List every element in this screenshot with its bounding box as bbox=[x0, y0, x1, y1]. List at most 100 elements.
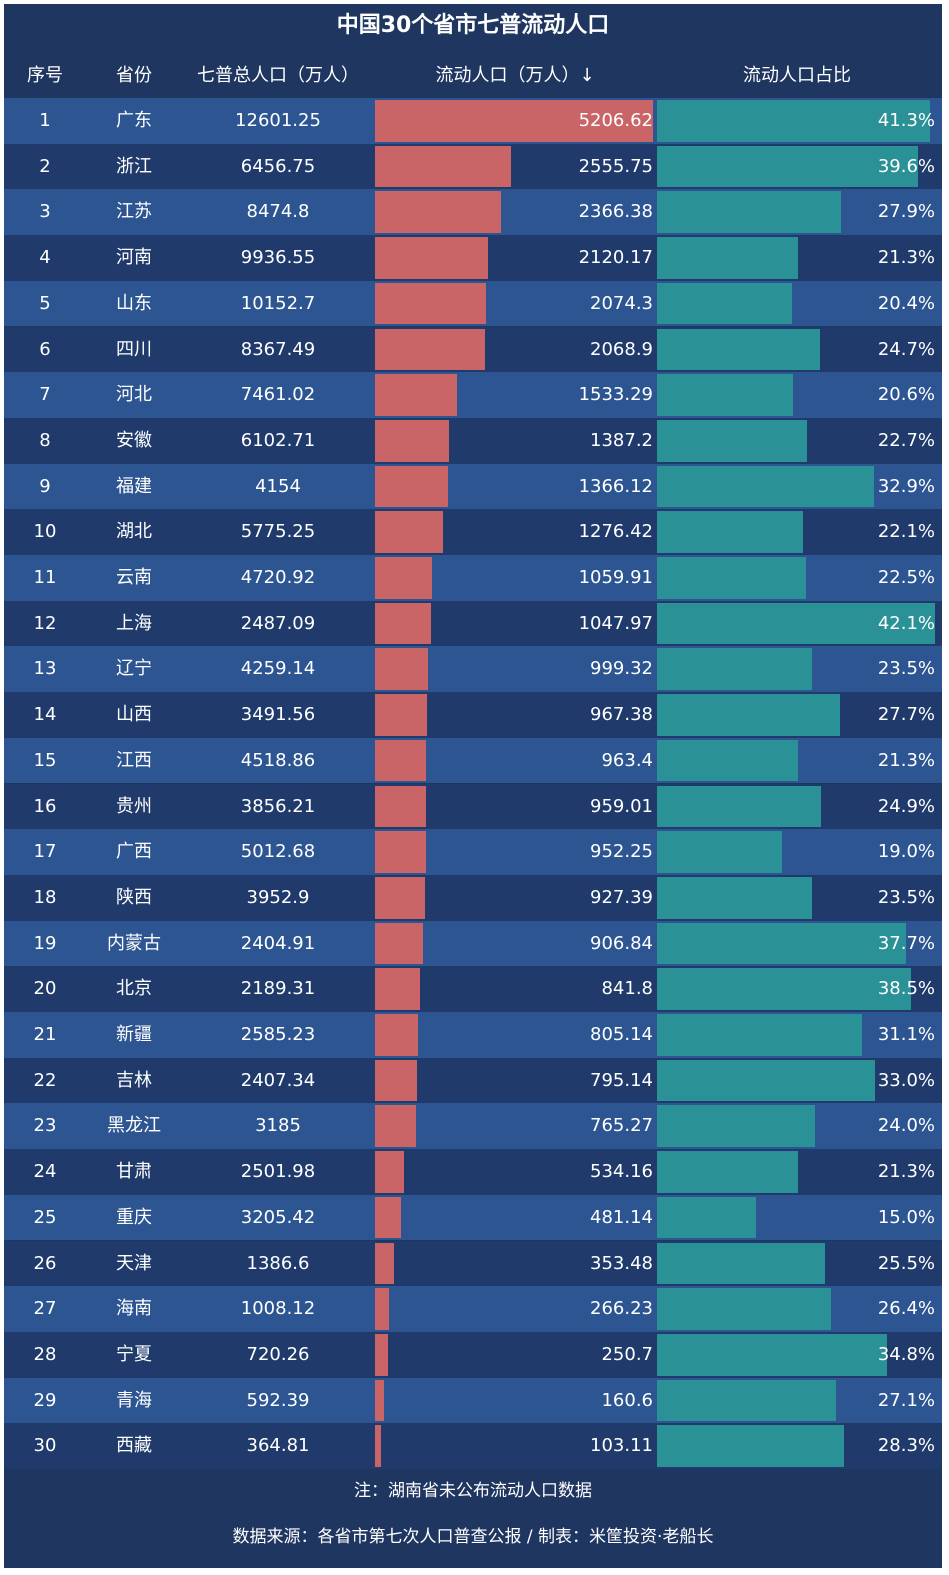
header-total-population: 七普总人口（万人） bbox=[197, 65, 359, 86]
total-population-cell: 2585.23 bbox=[240, 1024, 316, 1045]
floating-share-bar bbox=[657, 876, 813, 919]
floating-share-bar bbox=[657, 100, 930, 142]
chart-title: 中国30个省市七普流动人口 bbox=[336, 13, 610, 38]
total-population-cell: 592.39 bbox=[246, 1389, 310, 1411]
total-population-cell: 2487.09 bbox=[240, 612, 316, 634]
floating-population-label: 2074.3 bbox=[590, 292, 653, 314]
floating-share-bar bbox=[657, 1151, 798, 1193]
province-cell: 河北 bbox=[116, 384, 152, 406]
floating-share-label: 27.1% bbox=[877, 1389, 935, 1411]
floating-share-bar bbox=[657, 602, 935, 645]
floating-share-label: 32.9% bbox=[877, 475, 935, 497]
table-row: 29 青海 592.39 160.6 27.1% bbox=[4, 1377, 942, 1424]
header-floating-population[interactable]: 流动人口（万人）↓ bbox=[435, 65, 595, 86]
floating-share-bar bbox=[657, 1242, 826, 1285]
footnote: 注：湖南省未公布流动人口数据 bbox=[354, 1481, 592, 1501]
floating-share-bar bbox=[657, 694, 840, 736]
floating-population-bar bbox=[375, 876, 425, 919]
floating-share-label: 23.5% bbox=[877, 886, 935, 908]
rank-cell: 25 bbox=[33, 1206, 57, 1228]
floating-share-label: 38.5% bbox=[877, 978, 935, 1000]
province-cell: 广东 bbox=[116, 110, 152, 131]
floating-share-label: 24.0% bbox=[877, 1115, 935, 1137]
floating-population-label: 967.38 bbox=[590, 704, 653, 726]
rank-cell: 28 bbox=[33, 1343, 57, 1365]
rank-cell: 18 bbox=[33, 886, 57, 908]
floating-share-label: 42.1% bbox=[877, 612, 935, 634]
floating-share-label: 27.7% bbox=[877, 704, 935, 726]
table-row: 20 北京 2189.31 841.8 38.5% bbox=[4, 966, 942, 1012]
floating-population-bar bbox=[375, 191, 502, 234]
province-cell: 吉林 bbox=[116, 1069, 152, 1091]
floating-share-bar bbox=[657, 1105, 816, 1148]
floating-share-bar bbox=[657, 1379, 836, 1422]
province-cell: 海南 bbox=[116, 1298, 152, 1320]
floating-population-bar bbox=[375, 922, 424, 965]
rank-cell: 20 bbox=[33, 978, 57, 1000]
table-row: 13 辽宁 4259.14 999.32 23.5% bbox=[4, 646, 942, 693]
floating-population-label: 927.39 bbox=[590, 886, 653, 908]
floating-population-bar bbox=[375, 1196, 401, 1239]
rank-cell: 3 bbox=[39, 201, 51, 223]
data-source: 数据来源：各省市第七次人口普查公报 / 制表：米筐投资·老船长 bbox=[232, 1527, 714, 1547]
table-row: 23 黑龙江 3185 765.27 24.0% bbox=[4, 1103, 942, 1150]
floating-population-bar bbox=[375, 511, 444, 553]
floating-share-bar bbox=[657, 968, 912, 1010]
total-population-cell: 3205.42 bbox=[240, 1206, 316, 1228]
total-population-cell: 2189.31 bbox=[240, 978, 316, 1000]
rank-cell: 21 bbox=[33, 1024, 57, 1045]
rank-cell: 23 bbox=[33, 1115, 57, 1137]
total-population-cell: 4259.14 bbox=[240, 658, 316, 680]
floating-population-label: 2555.75 bbox=[578, 155, 653, 177]
floating-population-label: 795.14 bbox=[590, 1069, 653, 1091]
table-row: 25 重庆 3205.42 481.14 15.0% bbox=[4, 1194, 942, 1241]
total-population-cell: 3185 bbox=[255, 1115, 301, 1137]
floating-population-label: 353.48 bbox=[590, 1252, 653, 1274]
floating-population-label: 959.01 bbox=[590, 795, 653, 817]
province-cell: 浙江 bbox=[116, 155, 152, 177]
floating-share-bar bbox=[657, 511, 803, 553]
province-cell: 福建 bbox=[116, 475, 152, 497]
rank-cell: 13 bbox=[33, 658, 57, 680]
floating-population-label: 1533.29 bbox=[578, 384, 653, 406]
table-row: 15 江西 4518.86 963.4 21.3% bbox=[4, 737, 942, 784]
floating-share-label: 25.5% bbox=[877, 1252, 935, 1274]
floating-share-bar bbox=[657, 237, 798, 279]
total-population-cell: 4720.92 bbox=[240, 567, 316, 588]
rank-cell: 27 bbox=[33, 1298, 57, 1320]
floating-share-bar bbox=[657, 831, 783, 873]
province-cell: 新疆 bbox=[116, 1024, 152, 1045]
floating-population-label: 1387.2 bbox=[590, 429, 653, 451]
table-row: 21 新疆 2585.23 805.14 31.1% bbox=[4, 1012, 942, 1058]
province-cell: 甘肃 bbox=[116, 1161, 152, 1183]
floating-population-label: 2366.38 bbox=[578, 201, 653, 223]
floating-population-label: 5206.62 bbox=[578, 110, 653, 131]
rank-cell: 15 bbox=[33, 749, 57, 771]
floating-population-label: 481.14 bbox=[590, 1206, 653, 1228]
floating-population-bar bbox=[375, 694, 427, 736]
floating-population-bar bbox=[375, 465, 448, 508]
table-row: 12 上海 2487.09 1047.97 42.1% bbox=[4, 600, 942, 647]
floating-population-bar bbox=[375, 831, 426, 873]
table-row: 14 山西 3491.56 967.38 27.7% bbox=[4, 692, 942, 738]
rank-cell: 30 bbox=[33, 1435, 57, 1457]
table-row: 26 天津 1386.6 353.48 25.5% bbox=[4, 1240, 942, 1287]
floating-share-bar bbox=[657, 1333, 887, 1376]
total-population-cell: 6102.71 bbox=[240, 429, 316, 451]
floating-population-label: 952.25 bbox=[590, 841, 653, 863]
floating-population-bar bbox=[375, 374, 457, 416]
floating-share-label: 34.8% bbox=[877, 1343, 935, 1365]
floating-share-label: 22.1% bbox=[877, 521, 935, 543]
table-row: 22 吉林 2407.34 795.14 33.0% bbox=[4, 1057, 942, 1104]
floating-population-label: 999.32 bbox=[590, 658, 653, 680]
rank-cell: 1 bbox=[39, 110, 51, 131]
floating-share-label: 41.3% bbox=[877, 110, 935, 131]
province-cell: 北京 bbox=[116, 978, 152, 1000]
total-population-cell: 9936.55 bbox=[240, 247, 316, 269]
rank-cell: 5 bbox=[39, 292, 51, 314]
rank-cell: 7 bbox=[39, 384, 51, 406]
total-population-cell: 10152.7 bbox=[240, 292, 316, 314]
floating-population-label: 103.11 bbox=[590, 1435, 653, 1457]
floating-share-bar bbox=[657, 1196, 757, 1239]
total-population-cell: 12601.25 bbox=[235, 110, 321, 131]
